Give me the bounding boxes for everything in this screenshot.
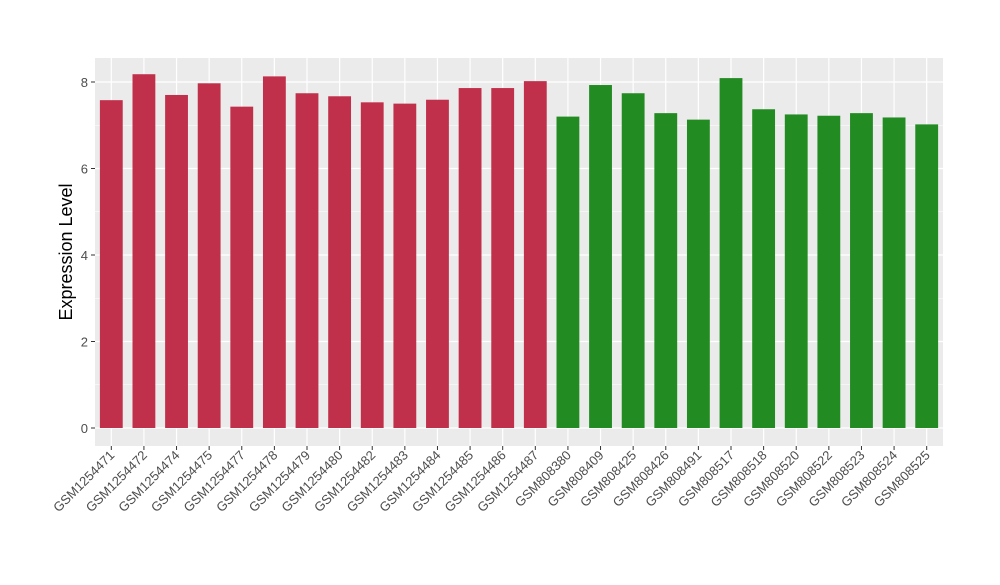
y-tick-label: 2	[81, 335, 88, 350]
bar-GSM808523	[850, 113, 873, 428]
bar-GSM1254475	[197, 83, 221, 429]
bar-GSM808518	[752, 109, 776, 428]
plot-panel	[95, 58, 943, 446]
bar-GSM808525	[915, 124, 939, 428]
bar-GSM808522	[817, 115, 841, 429]
bar-GSM808520	[784, 114, 808, 428]
bar-GSM1254477	[230, 106, 254, 428]
bar-GSM1254471	[99, 100, 123, 428]
bar-GSM808426	[654, 113, 678, 428]
bar-GSM808517	[719, 78, 743, 429]
bar-GSM1254486	[491, 88, 515, 429]
y-tick-label: 6	[81, 162, 88, 177]
bars	[99, 74, 939, 429]
bar-GSM1254472	[132, 74, 156, 428]
bar-GSM808409	[589, 85, 612, 428]
bar-GSM808524	[882, 117, 906, 428]
y-tick-label: 4	[81, 248, 88, 263]
y-tick-label: 0	[81, 421, 88, 436]
bar-GSM808380	[556, 116, 580, 428]
bar-GSM1254483	[393, 103, 417, 428]
bar-GSM1254482	[360, 102, 384, 428]
bar-GSM1254484	[426, 99, 449, 429]
bar-GSM808425	[621, 93, 645, 429]
y-tick-label: 8	[81, 75, 88, 90]
bar-GSM1254485	[458, 88, 482, 429]
bar-GSM808491	[686, 119, 710, 428]
bar-GSM1254474	[165, 94, 188, 428]
bar-GSM1254478	[262, 76, 286, 428]
bar-GSM1254487	[523, 81, 547, 428]
bar-GSM1254480	[328, 96, 352, 429]
y-axis-label: Expression Level	[56, 183, 76, 320]
bar-GSM1254479	[295, 93, 319, 429]
